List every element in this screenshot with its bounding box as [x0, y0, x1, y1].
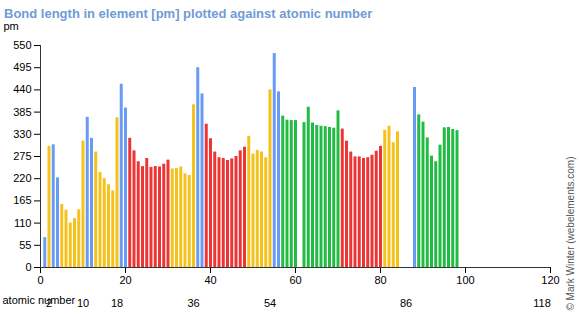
svg-text:385: 385 — [13, 106, 31, 118]
svg-text:220: 220 — [13, 172, 31, 184]
svg-text:40: 40 — [204, 274, 216, 286]
svg-text:440: 440 — [13, 83, 31, 95]
svg-text:0: 0 — [25, 261, 31, 273]
svg-text:55: 55 — [19, 239, 31, 251]
svg-text:80: 80 — [374, 274, 386, 286]
svg-text:330: 330 — [13, 128, 31, 140]
svg-text:pm: pm — [4, 20, 19, 32]
svg-text:100: 100 — [456, 274, 474, 286]
svg-text:atomic number: atomic number — [3, 294, 76, 306]
svg-text:20: 20 — [119, 274, 131, 286]
svg-text:110: 110 — [14, 217, 32, 229]
svg-text:10: 10 — [77, 297, 89, 309]
svg-text:275: 275 — [13, 150, 31, 162]
svg-text:18: 18 — [111, 297, 123, 309]
svg-text:118: 118 — [533, 297, 551, 309]
svg-text:86: 86 — [400, 297, 412, 309]
svg-text:0: 0 — [37, 274, 43, 286]
svg-text:60: 60 — [289, 274, 301, 286]
svg-text:36: 36 — [187, 297, 199, 309]
svg-text:165: 165 — [13, 194, 31, 206]
svg-text:495: 495 — [13, 61, 31, 73]
svg-text:54: 54 — [264, 297, 276, 309]
svg-text:120: 120 — [541, 274, 559, 286]
svg-text:© Mark Winter (webelements.com: © Mark Winter (webelements.com) — [565, 157, 576, 311]
html-text:Bond length in element [pm] pl: Bond length in element [pm] plotted agai… — [4, 6, 373, 21]
svg-text:550: 550 — [13, 39, 31, 51]
